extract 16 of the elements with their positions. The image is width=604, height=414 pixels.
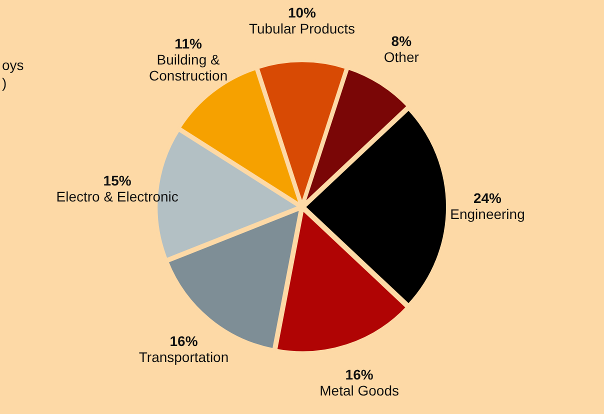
slice-label: Other: [384, 49, 420, 66]
slice-label: Engineering: [450, 206, 525, 222]
slice-label: Electro & Electronic: [56, 188, 178, 204]
data-label: 11%: [174, 35, 202, 52]
slice-label: Metal Goods: [320, 382, 400, 398]
data-label: 15%: [103, 172, 132, 188]
data-label: 8%: [391, 33, 412, 50]
data-label: 24%: [473, 190, 502, 206]
slice-label: Building & Construction: [149, 51, 228, 84]
data-label: 16%: [345, 366, 374, 382]
data-label: 10%: [288, 4, 317, 20]
text: oys: [2, 56, 24, 73]
slice-label: Tubular Products: [248, 20, 356, 36]
data-label: 16%: [170, 332, 198, 349]
text: ): [2, 74, 7, 91]
slice-label: Transportation: [138, 348, 229, 365]
